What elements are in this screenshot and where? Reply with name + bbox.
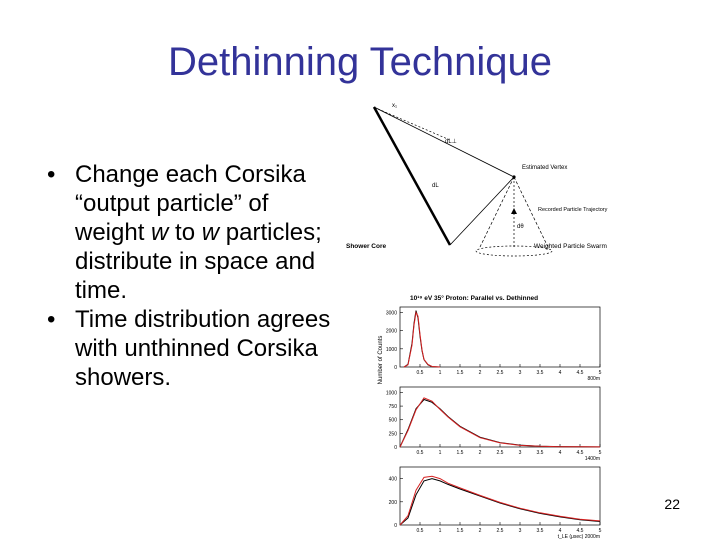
x-tick-label: 5 [599, 450, 602, 456]
y-tick-label: 200 [389, 500, 398, 506]
x-tick-label: 1 [439, 450, 442, 456]
x-tick-label: 3.5 [537, 528, 544, 534]
x-tick-label: 4 [559, 450, 562, 456]
series-line [399, 397, 601, 448]
x-tick-label: 0.5 [417, 450, 424, 456]
y-tick-label: 0 [394, 445, 397, 451]
x-tick-label: 4.5 [577, 528, 584, 534]
x-tick-label: 3.5 [537, 370, 544, 376]
y-tick-label: 1000 [386, 390, 397, 396]
bullet-emphasis: w [201, 219, 220, 246]
x-axis-label: 800m [587, 376, 600, 382]
x-tick-label: 2.5 [497, 450, 504, 456]
bullet-text: to [168, 219, 202, 246]
bullet-text: Time distribution agrees with unthinned … [75, 306, 331, 391]
x-tick-label: 3 [519, 450, 522, 456]
series-line [399, 475, 601, 526]
x-tick-label: 4 [559, 528, 562, 534]
series-line [399, 478, 601, 526]
plot-frame [399, 466, 601, 526]
plot-frame [399, 306, 601, 368]
figure: x₁ dL⊥ Estimated Vertex dL Recorded Part… [346, 103, 608, 540]
x-tick-label: 4 [559, 370, 562, 376]
bullet-list: • Change each Corsika “output particle” o… [44, 160, 334, 392]
label-shower-core: Shower Core [346, 243, 386, 250]
x-tick-label: 2 [479, 528, 482, 534]
plot-frame [399, 386, 601, 448]
dotted-line-1 [377, 108, 451, 141]
series-line [399, 398, 601, 448]
bullet-item: • Change each Corsika “output particle” o… [44, 160, 334, 305]
label-d-l: dL [432, 183, 439, 189]
chart-title: 10¹⁹ eV 35° Proton: Parallel vs. Dethinn… [410, 294, 538, 302]
label-weighted-swarm: Weighted Particle Swarm [534, 243, 607, 250]
x-tick-label: 2 [479, 370, 482, 376]
label-top-point: x₁ [392, 103, 397, 109]
x-tick-label: 0.5 [417, 370, 424, 376]
x-tick-label: 1.5 [457, 450, 464, 456]
bullet-item: • Time distribution agrees with unthinned… [44, 305, 334, 392]
page-number: 22 [664, 496, 680, 512]
x-tick-label: 2.5 [497, 370, 504, 376]
shower-diagram: x₁ dL⊥ Estimated Vertex dL Recorded Part… [346, 103, 608, 257]
bullet-text: Change each Corsika “output particle” of… [75, 161, 306, 246]
core-to-vertex-line [449, 176, 515, 246]
y-tick-label: 1000 [386, 347, 397, 353]
y-tick-label: 2000 [386, 329, 397, 335]
shower-axis-line [372, 106, 452, 246]
x-tick-label: 1.5 [457, 370, 464, 376]
y-tick-label: 3000 [386, 310, 397, 316]
x-tick-label: 3 [519, 528, 522, 534]
label-d-perp: dL⊥ [445, 138, 457, 145]
x-tick-label: 2 [479, 450, 482, 456]
x-tick-label: 1.5 [457, 528, 464, 534]
label-recorded-particle: Recorded Particle Trajectory [538, 207, 608, 213]
y-tick-label: 250 [389, 431, 398, 437]
x-tick-label: 3 [519, 370, 522, 376]
x-axis-label: t_LE (μsec) 2000m [558, 534, 600, 540]
y-tick-label: 0 [394, 365, 397, 371]
bullet-dot: • [47, 306, 56, 333]
bullet-dot: • [47, 161, 56, 188]
x-tick-label: 4.5 [577, 450, 584, 456]
x-tick-label: 3.5 [537, 450, 544, 456]
vertex-dot [512, 175, 516, 179]
x-tick-label: 4.5 [577, 370, 584, 376]
x-axis-label: 1400m [585, 456, 600, 462]
series-line [403, 310, 441, 368]
swarm-ellipse [475, 245, 553, 257]
arrow-icon [511, 208, 517, 214]
x-tick-label: 5 [599, 370, 602, 376]
y-tick-label: 500 [389, 418, 398, 424]
cone-right [513, 176, 549, 248]
x-tick-label: 2.5 [497, 528, 504, 534]
bullet-emphasis: w [151, 219, 169, 246]
chart-ylabel: Number of Counts [378, 336, 384, 385]
slide-title: Dethinning Technique [167, 40, 552, 84]
particle-line-to-vertex [373, 106, 515, 178]
x-tick-label: 1 [439, 370, 442, 376]
x-tick-label: 1 [439, 528, 442, 534]
cone-left [479, 176, 515, 248]
bullet-text: particles; distribute in space and time. [75, 219, 322, 304]
y-tick-label: 750 [389, 404, 398, 410]
x-tick-label: 5 [599, 528, 602, 534]
y-tick-label: 0 [394, 523, 397, 529]
x-tick-label: 0.5 [417, 528, 424, 534]
label-d-theta: dθ [517, 224, 524, 230]
y-tick-label: 400 [389, 477, 398, 483]
label-estimated-vertex: Estimated Vertex [522, 165, 567, 171]
